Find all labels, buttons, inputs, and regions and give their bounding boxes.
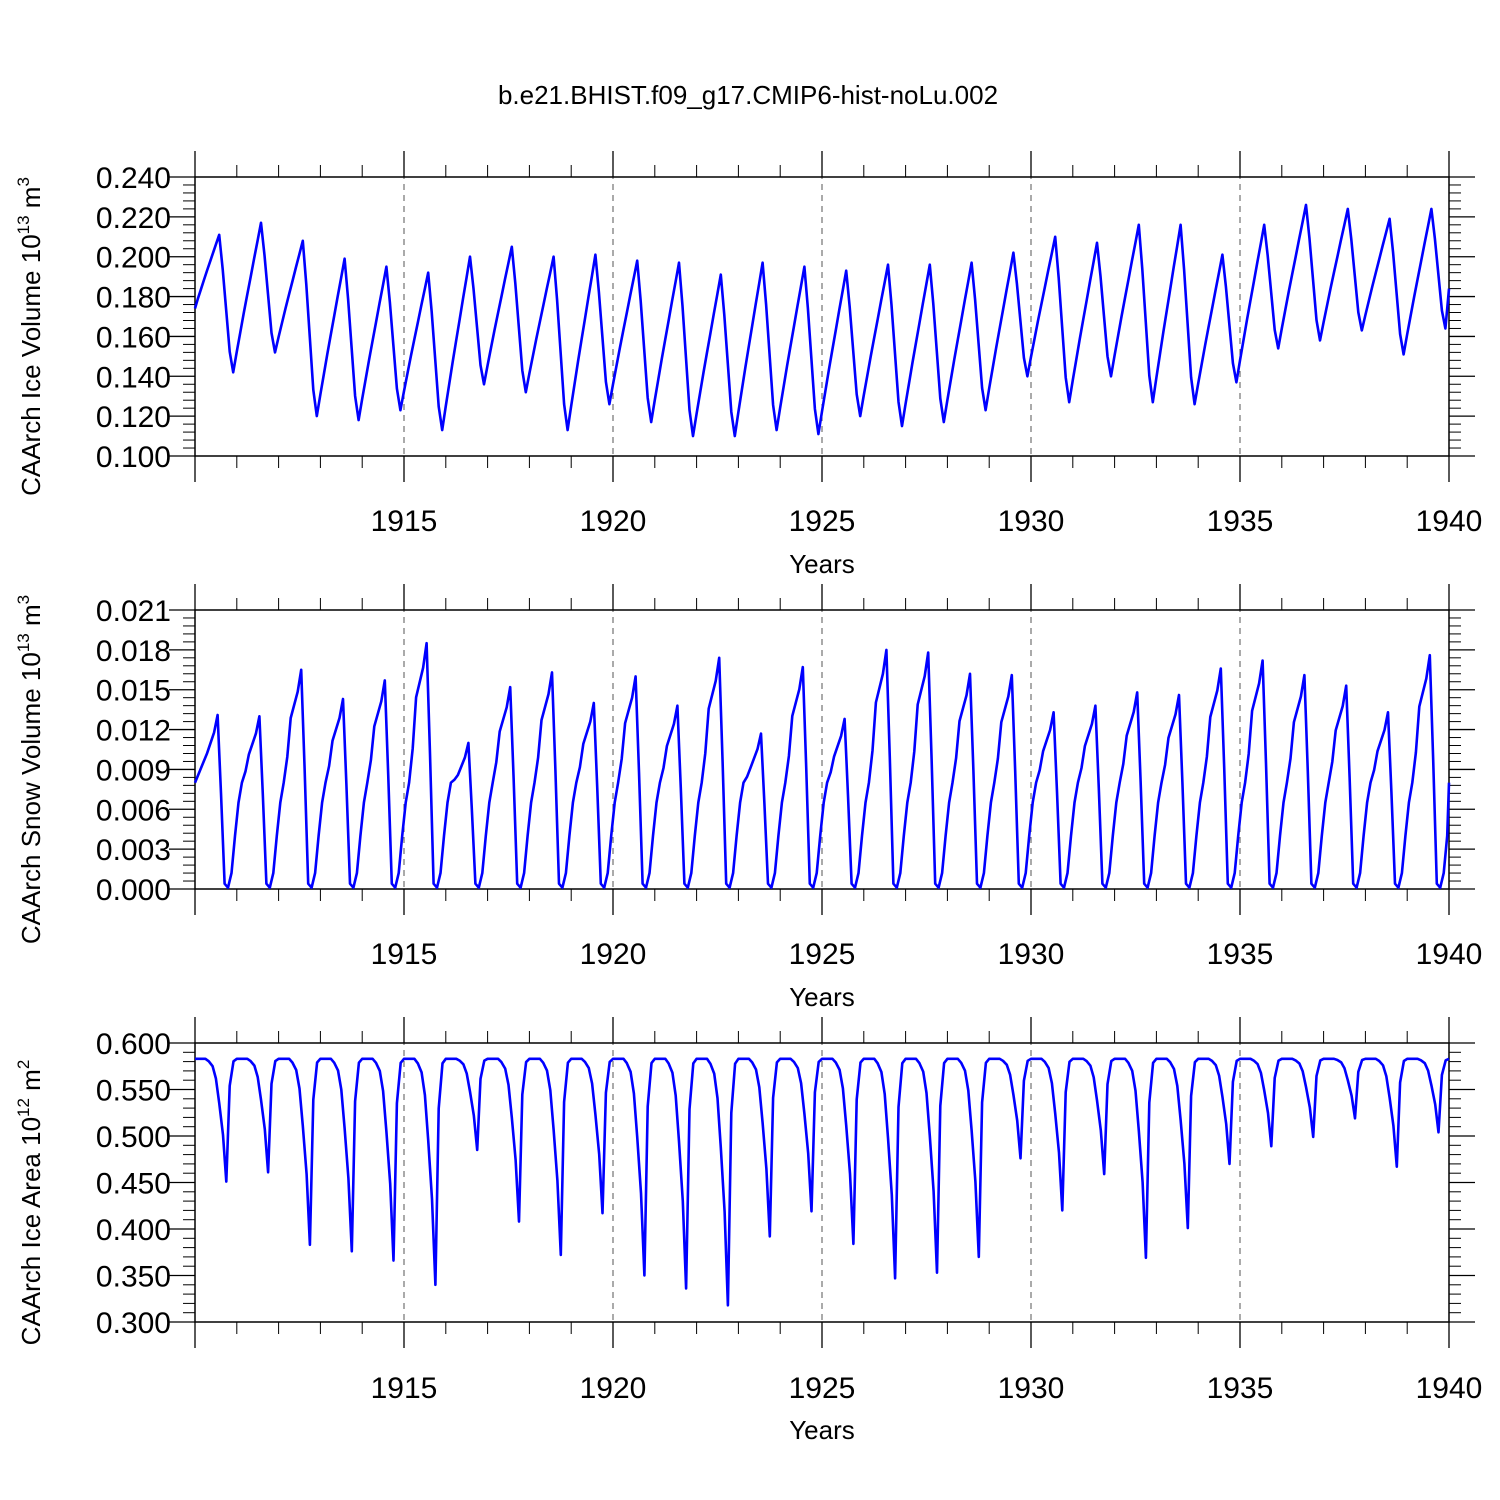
x-tick-label: 1940 bbox=[1416, 938, 1483, 971]
y-label-unit: m bbox=[16, 1069, 46, 1098]
y-tick-label: 0.018 bbox=[96, 635, 171, 668]
x-axis-label: Years bbox=[789, 982, 855, 1012]
x-tick-label: 1925 bbox=[789, 505, 856, 538]
y-tick-label: 0.400 bbox=[96, 1214, 171, 1247]
y-label-unit-exponent: 2 bbox=[14, 1060, 33, 1069]
y-label-main: CAArch Snow Volume 10 bbox=[16, 652, 46, 944]
y-tick-label: 0.140 bbox=[96, 361, 171, 394]
x-tick-label: 1940 bbox=[1416, 1372, 1483, 1405]
y-label-unit: m bbox=[16, 604, 46, 633]
y-tick-label: 0.003 bbox=[96, 834, 171, 867]
y-tick-label: 0.240 bbox=[96, 162, 171, 195]
x-tick-label: 1935 bbox=[1207, 505, 1274, 538]
panels: 0.100 0.120 0.140 0.160 0.180 0.200 0.220 0.240… bbox=[14, 151, 1482, 1445]
x-tick-label: 1920 bbox=[580, 1372, 647, 1405]
y-label-exponent: 12 bbox=[14, 1098, 33, 1117]
y-tick-label: 0.120 bbox=[96, 401, 171, 434]
y-tick-label: 0.015 bbox=[96, 675, 171, 708]
y-tick-label: 0.180 bbox=[96, 282, 171, 315]
x-tick-label: 1920 bbox=[580, 505, 647, 538]
y-axis-label: CAArch Ice Volume 1013 m3 bbox=[14, 177, 46, 496]
y-axis-label: CAArch Ice Area 1012 m2 bbox=[14, 1060, 46, 1346]
chart-title: b.e21.BHIST.f09_g17.CMIP6-hist-noLu.002 bbox=[498, 80, 998, 110]
panel-ice-area: 0.300 0.350 0.400 0.450 0.500 0.550 0.600 1915 1… bbox=[14, 1017, 1482, 1445]
y-label-main: CAArch Ice Area 10 bbox=[16, 1117, 46, 1345]
x-axis-label: Years bbox=[789, 549, 855, 579]
panel-ice-volume: 0.100 0.120 0.140 0.160 0.180 0.200 0.220 0.240… bbox=[14, 151, 1482, 579]
y-axis-label: CAArch Snow Volume 1013 m3 bbox=[14, 595, 46, 944]
x-tick-label: 1935 bbox=[1207, 1372, 1274, 1405]
y-tick-label: 0.006 bbox=[96, 794, 171, 827]
y-tick-label: 0.012 bbox=[96, 715, 171, 748]
y-label-main: CAArch Ice Volume 10 bbox=[16, 234, 46, 496]
x-tick-label: 1915 bbox=[371, 938, 438, 971]
series-line-ice-volume bbox=[193, 203, 1451, 438]
x-tick-label: 1935 bbox=[1207, 938, 1274, 971]
y-label-exponent: 13 bbox=[14, 215, 33, 234]
x-tick-label: 1925 bbox=[789, 938, 856, 971]
series-line-snow-volume bbox=[193, 641, 1451, 889]
y-label-unit-exponent: 3 bbox=[14, 177, 33, 186]
x-tick-label: 1920 bbox=[580, 938, 647, 971]
y-tick-label: 0.100 bbox=[96, 441, 171, 474]
x-tick-label: 1940 bbox=[1416, 505, 1483, 538]
x-tick-label: 1930 bbox=[998, 505, 1065, 538]
panel-snow-volume: 0.000 0.003 0.006 0.009 0.012 0.015 0.018 0.021… bbox=[14, 584, 1482, 1012]
y-tick-label: 0.021 bbox=[96, 595, 171, 628]
y-tick-label: 0.220 bbox=[96, 202, 171, 235]
series-line-ice-area bbox=[195, 1057, 1450, 1307]
y-tick-label: 0.450 bbox=[96, 1168, 171, 1201]
y-tick-label: 0.500 bbox=[96, 1121, 171, 1154]
y-tick-label: 0.000 bbox=[96, 874, 171, 907]
y-label-exponent: 13 bbox=[14, 633, 33, 652]
y-tick-label: 0.600 bbox=[96, 1028, 171, 1061]
y-tick-label: 0.350 bbox=[96, 1261, 171, 1294]
x-tick-label: 1925 bbox=[789, 1372, 856, 1405]
x-tick-label: 1930 bbox=[998, 938, 1065, 971]
x-axis-label: Years bbox=[789, 1415, 855, 1445]
y-tick-label: 0.550 bbox=[96, 1075, 171, 1108]
x-tick-label: 1915 bbox=[371, 1372, 438, 1405]
y-tick-label: 0.300 bbox=[96, 1307, 171, 1340]
y-tick-label: 0.160 bbox=[96, 321, 171, 354]
y-tick-label: 0.200 bbox=[96, 242, 171, 275]
y-tick-label: 0.009 bbox=[96, 754, 171, 787]
y-label-unit-exponent: 3 bbox=[14, 595, 33, 604]
x-tick-label: 1930 bbox=[998, 1372, 1065, 1405]
y-label-unit: m bbox=[16, 187, 46, 216]
x-tick-label: 1915 bbox=[371, 505, 438, 538]
